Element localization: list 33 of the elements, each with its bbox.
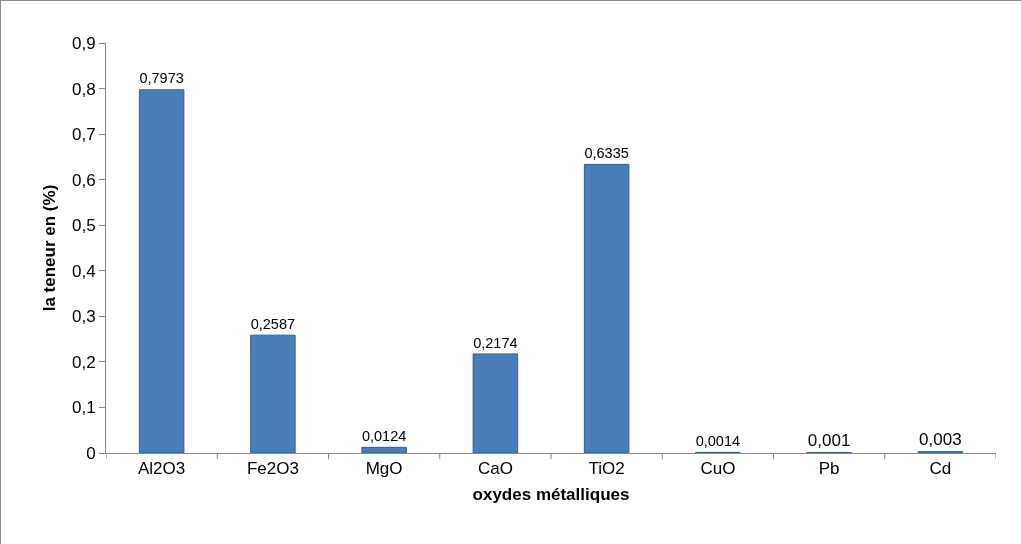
data-label: 0,0014 — [695, 432, 741, 449]
x-tick-label: MgO — [365, 459, 403, 479]
y-tick-label: 0,6 — [71, 170, 96, 190]
data-label: 0,001 — [807, 430, 851, 450]
bar — [138, 89, 185, 453]
data-label: 0,003 — [919, 429, 962, 449]
y-tick-label: 0,5 — [71, 216, 96, 236]
bar — [583, 163, 630, 453]
y-tick-label: 0,2 — [71, 352, 96, 372]
y-tick-label: 0,1 — [71, 398, 96, 418]
x-tick-label: CaO — [477, 459, 513, 479]
x-tick-label: Pb — [818, 459, 840, 479]
y-tick-label: 0,4 — [71, 261, 96, 281]
y-tick-label: 0,8 — [71, 79, 96, 99]
x-tick-label: CuO — [700, 459, 736, 479]
data-label: 0,2587 — [250, 315, 296, 332]
x-tick-label: TiO2 — [588, 459, 625, 479]
y-tick-label: 0,3 — [71, 307, 96, 327]
bar — [472, 353, 519, 453]
data-label: 0,6335 — [584, 144, 629, 161]
data-label: 0,7973 — [139, 70, 184, 87]
data-label: 0,2174 — [473, 334, 518, 351]
x-tick-label: Fe2O3 — [246, 459, 299, 479]
data-label: 0,0124 — [361, 427, 407, 444]
y-axis-title: la teneur en (%) — [39, 184, 59, 312]
bar — [250, 334, 296, 453]
x-tick-label: Cd — [929, 459, 952, 479]
y-tick-label: 0 — [86, 443, 96, 463]
y-tick-label: 0,7 — [71, 125, 96, 145]
x-axis-title: oxydes métalliques — [472, 484, 630, 504]
bar — [361, 446, 407, 453]
x-tick-label: Al2O3 — [138, 459, 186, 479]
y-tick-label: 0,9 — [71, 33, 96, 53]
